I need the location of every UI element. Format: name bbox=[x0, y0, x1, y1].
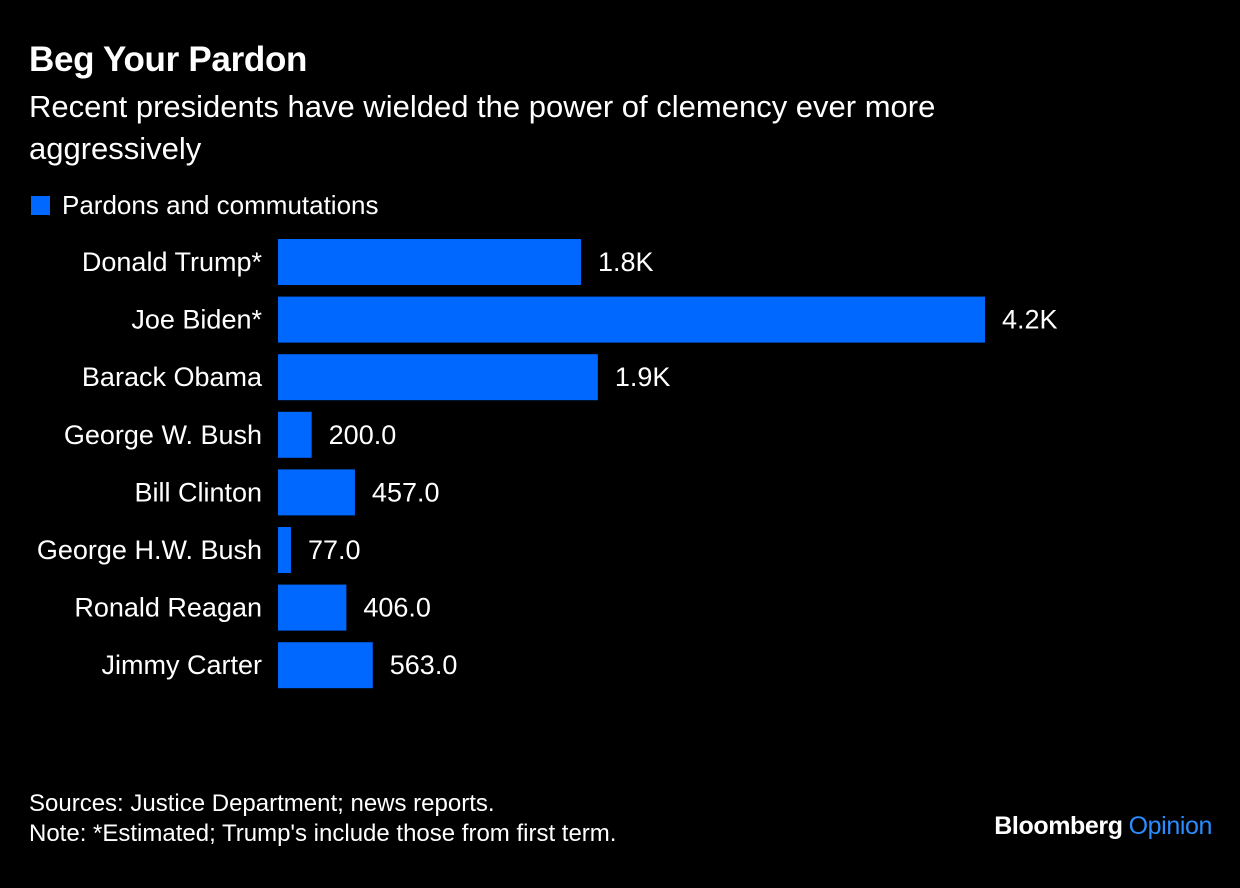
bar bbox=[278, 296, 985, 343]
value-label: 563.0 bbox=[390, 650, 458, 680]
legend-label: Pardons and commutations bbox=[62, 190, 379, 220]
category-label: Barack Obama bbox=[82, 362, 263, 392]
brand-name: Bloomberg bbox=[994, 812, 1123, 840]
brand-logo: Bloomberg Opinion bbox=[994, 812, 1212, 841]
value-label: 457.0 bbox=[372, 477, 440, 507]
category-label: Bill Clinton bbox=[134, 477, 262, 507]
footnote: Note: *Estimated; Trump's include those … bbox=[29, 820, 617, 847]
category-label: Jimmy Carter bbox=[102, 650, 263, 680]
category-label: George H.W. Bush bbox=[37, 535, 262, 565]
bar bbox=[278, 411, 312, 458]
chart-title: Beg Your Pardon bbox=[29, 40, 308, 79]
bar bbox=[278, 239, 581, 285]
bar bbox=[278, 642, 373, 689]
legend: Pardons and commutations bbox=[31, 190, 379, 221]
bar bbox=[278, 354, 598, 401]
chart-subtitle: Recent presidents have wielded the power… bbox=[29, 89, 936, 166]
category-label: George W. Bush bbox=[64, 420, 262, 450]
value-label: 200.0 bbox=[329, 420, 397, 450]
value-label: 77.0 bbox=[308, 535, 361, 565]
category-label: Donald Trump* bbox=[82, 247, 263, 277]
brand-section: Opinion bbox=[1128, 812, 1213, 840]
bar bbox=[278, 527, 291, 573]
bar bbox=[278, 469, 355, 516]
value-label: 1.8K bbox=[598, 247, 654, 277]
value-label: 406.0 bbox=[363, 593, 431, 623]
legend-swatch bbox=[31, 196, 50, 215]
category-label: Ronald Reagan bbox=[74, 593, 262, 623]
value-label: 1.9K bbox=[615, 362, 671, 392]
category-label: Joe Biden* bbox=[131, 305, 262, 335]
sources-note: Sources: Justice Department; news report… bbox=[29, 790, 495, 817]
value-label: 4.2K bbox=[1002, 305, 1058, 335]
bar bbox=[278, 584, 347, 631]
chart-footer: Sources: Justice Department; news report… bbox=[29, 789, 616, 849]
